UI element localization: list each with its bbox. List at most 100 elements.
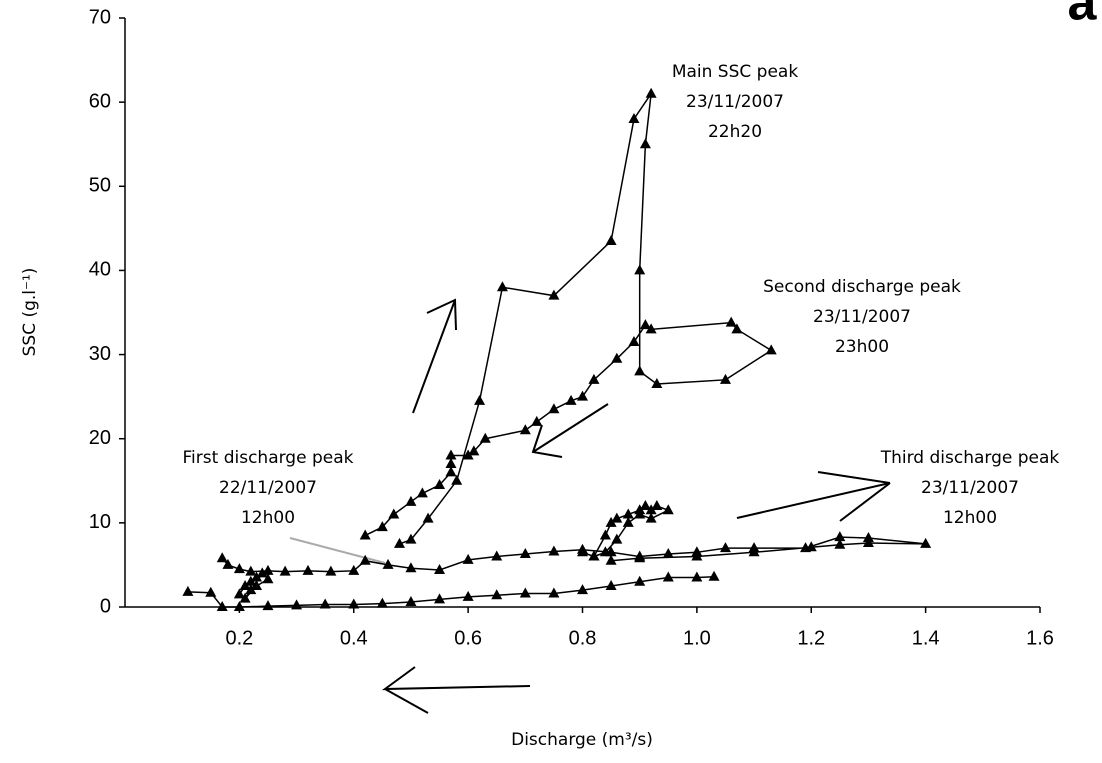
x-tick-label: 0.4 <box>340 627 368 649</box>
triangle-marker <box>577 543 588 554</box>
triangle-marker <box>645 512 657 523</box>
triangle-marker <box>462 553 474 564</box>
triangle-marker <box>262 573 274 584</box>
triangle-marker <box>605 579 617 590</box>
y-tick-label: 50 <box>89 175 111 197</box>
triangle-marker <box>611 512 623 523</box>
y-tick-label: 0 <box>100 595 111 617</box>
triangle-marker <box>262 600 274 611</box>
annotation: Second discharge peak <box>763 277 961 297</box>
x-tick-label: 1.2 <box>797 627 825 649</box>
triangle-marker <box>388 508 400 519</box>
triangle-marker <box>548 545 560 556</box>
triangle-marker <box>222 558 234 569</box>
triangle-marker <box>359 554 371 565</box>
triangle-marker <box>605 546 617 557</box>
triangle-marker <box>662 571 674 582</box>
triangle-marker <box>262 564 274 575</box>
triangle-marker <box>805 541 817 552</box>
triangle-marker <box>634 508 646 519</box>
triangle-marker <box>531 415 543 426</box>
triangle-marker <box>639 500 651 511</box>
triangle-marker <box>405 533 417 544</box>
x-tick-label: 1.6 <box>1026 627 1054 649</box>
annotation: 12h00 <box>241 508 295 528</box>
triangle-marker <box>216 601 228 611</box>
triangle-marker <box>434 478 446 489</box>
triangle-marker <box>491 589 503 600</box>
triangle-marker <box>348 564 360 575</box>
annotation: 23h00 <box>835 337 889 357</box>
triangle-marker <box>474 394 486 405</box>
triangle-marker <box>394 537 405 548</box>
triangle-marker <box>491 550 503 561</box>
triangle-marker <box>611 352 623 363</box>
triangle-marker <box>462 590 474 601</box>
triangle-marker <box>645 323 657 334</box>
triangle-marker <box>639 319 651 330</box>
leader-line <box>289 537 386 564</box>
triangle-marker <box>319 598 331 609</box>
triangle-marker <box>548 587 560 598</box>
triangle-marker <box>239 592 251 603</box>
triangle-marker <box>708 570 720 581</box>
y-tick-label: 40 <box>89 259 111 281</box>
annotation: Main SSC peak <box>672 62 799 82</box>
triangle-marker <box>662 547 674 558</box>
triangle-marker <box>862 537 874 548</box>
triangle-marker <box>662 504 674 515</box>
arrow <box>412 298 457 414</box>
triangle-marker <box>634 552 646 563</box>
triangle-marker <box>634 264 646 275</box>
x-tick-label: 0.6 <box>454 627 482 649</box>
triangle-marker <box>256 567 268 578</box>
triangle-marker <box>834 538 846 549</box>
annotation: 22h20 <box>708 122 762 142</box>
annotation: 23/11/2007 <box>921 478 1019 498</box>
x-tick-label: 1.4 <box>912 627 940 649</box>
triangle-marker <box>605 234 617 245</box>
triangle-marker <box>422 512 434 523</box>
triangle-marker <box>233 588 245 599</box>
triangle-marker <box>479 432 491 443</box>
triangle-marker <box>519 424 531 435</box>
triangle-marker <box>519 547 531 558</box>
x-axis-label: Discharge (m³/s) <box>511 730 653 750</box>
triangle-marker <box>451 474 463 485</box>
arrows <box>289 298 891 714</box>
arrow <box>736 471 891 522</box>
series-line <box>221 536 926 573</box>
triangle-marker <box>205 586 217 597</box>
triangle-marker <box>233 601 245 611</box>
triangle-marker <box>434 563 446 574</box>
triangle-marker <box>622 516 634 527</box>
triangle-marker <box>251 579 263 590</box>
triangle-marker <box>359 529 371 540</box>
triangle-marker <box>405 495 417 506</box>
triangle-marker <box>405 562 417 573</box>
triangle-marker <box>628 335 640 346</box>
triangle-marker <box>245 565 257 576</box>
triangle-marker <box>731 323 743 334</box>
triangle-marker <box>577 390 588 401</box>
y-tick-label: 70 <box>89 6 111 28</box>
triangle-marker <box>405 595 417 606</box>
triangle-marker <box>645 504 657 515</box>
y-tick-label: 20 <box>89 427 111 449</box>
triangle-marker <box>645 87 657 98</box>
triangle-marker <box>628 112 640 123</box>
panel-label: a <box>1068 0 1098 32</box>
triangle-marker <box>496 281 508 292</box>
annotation: Third discharge peak <box>880 448 1060 468</box>
triangle-marker <box>376 521 388 532</box>
annotation: 12h00 <box>943 508 997 528</box>
triangle-marker <box>834 531 846 542</box>
arrow <box>531 403 609 458</box>
triangle-marker <box>719 542 731 553</box>
triangle-marker <box>239 579 251 590</box>
triangle-marker <box>445 457 457 468</box>
triangle-marker <box>719 373 731 384</box>
triangle-marker <box>325 565 337 576</box>
triangle-marker <box>462 449 474 460</box>
